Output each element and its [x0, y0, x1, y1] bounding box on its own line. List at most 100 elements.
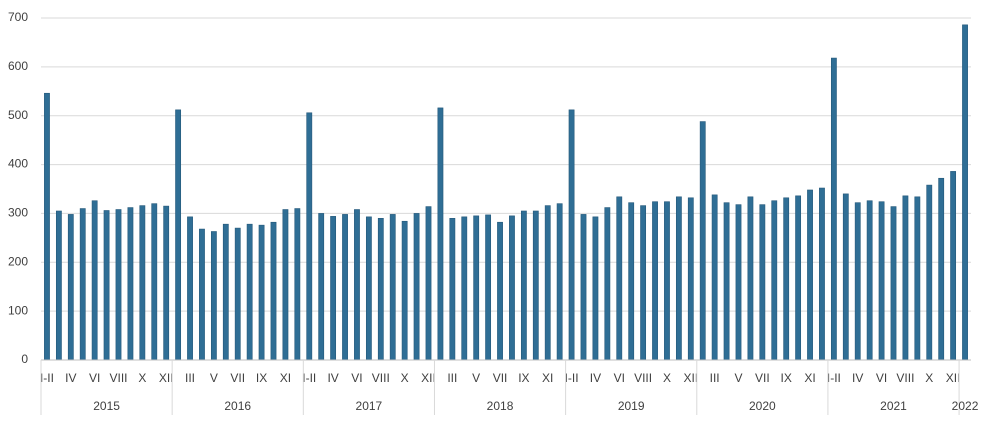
- x-tick-label: VIII: [896, 371, 914, 385]
- bar: [473, 215, 480, 361]
- bar: [497, 221, 503, 361]
- y-tick-label: 200: [8, 254, 28, 268]
- x-tick-label: I-II: [302, 371, 316, 385]
- bar: [807, 189, 813, 361]
- x-tick-label: III: [447, 371, 457, 385]
- bar: [199, 228, 205, 361]
- bar: [819, 187, 825, 361]
- bar: [890, 206, 897, 361]
- bar: [377, 218, 384, 361]
- x-tick-label: IV: [852, 371, 863, 385]
- x-tick-label: IX: [781, 371, 792, 385]
- bar: [115, 209, 122, 361]
- bar: [592, 216, 599, 361]
- bar: [187, 216, 193, 361]
- x-tick-label: XII: [159, 371, 174, 385]
- bar: [938, 177, 945, 361]
- x-tick-label: XII: [421, 371, 436, 385]
- bar: [926, 184, 933, 361]
- bar: [246, 223, 253, 361]
- x-tick-label: X: [138, 371, 146, 385]
- x-tick-label: VIII: [634, 371, 652, 385]
- bar: [139, 205, 146, 361]
- bar: [652, 201, 658, 361]
- bar: [103, 210, 110, 361]
- bar: [437, 107, 444, 361]
- bar: [318, 213, 325, 361]
- bar: [783, 197, 790, 361]
- bar: [580, 214, 587, 361]
- bar: [568, 109, 575, 361]
- bar: [175, 109, 182, 361]
- bar: [556, 203, 563, 361]
- bar: [222, 223, 229, 361]
- x-tick-label: X: [663, 371, 671, 385]
- group-label: 2019: [618, 399, 645, 413]
- x-tick-label: IX: [256, 371, 267, 385]
- bar: [854, 202, 861, 361]
- x-tick-label: VI: [89, 371, 100, 385]
- bar: [771, 200, 778, 361]
- x-tick-label: X: [925, 371, 933, 385]
- x-tick-label: XI: [804, 371, 815, 385]
- bar: [759, 204, 766, 361]
- bar: [509, 215, 515, 361]
- bar: [795, 195, 802, 361]
- group-label: 2017: [356, 399, 383, 413]
- x-tick-label: IV: [327, 371, 338, 385]
- y-tick-label: 600: [8, 59, 28, 73]
- x-tick-label: VI: [876, 371, 887, 385]
- bar: [866, 200, 873, 361]
- bar: [711, 194, 718, 361]
- x-tick-label: I-II: [40, 371, 54, 385]
- bar: [962, 24, 968, 361]
- bar: [914, 196, 921, 361]
- x-tick-label: V: [210, 371, 218, 385]
- bar: [294, 208, 301, 361]
- group-label: 2015: [93, 399, 120, 413]
- bar: [950, 171, 957, 361]
- bar: [55, 210, 62, 361]
- bar: [282, 209, 289, 361]
- bar: [640, 205, 647, 361]
- bar: [616, 196, 623, 361]
- bar: [699, 121, 706, 361]
- bar: [354, 209, 360, 361]
- y-tick-label: 400: [8, 157, 28, 171]
- bar: [604, 207, 611, 361]
- bar: [365, 216, 372, 361]
- y-tick-label: 100: [8, 303, 28, 317]
- bar: [330, 216, 337, 361]
- x-tick-label: I-II: [565, 371, 579, 385]
- x-tick-label: III: [185, 371, 195, 385]
- group-label: 2021: [880, 399, 907, 413]
- x-tick-label: VI: [351, 371, 362, 385]
- bar: [425, 206, 432, 361]
- bar: [461, 216, 468, 361]
- bar: [401, 220, 408, 361]
- group-label: 2022: [952, 399, 979, 413]
- x-tick-label: VIII: [372, 371, 390, 385]
- x-tick-label: I-II: [827, 371, 841, 385]
- x-tick-label: V: [472, 371, 480, 385]
- bar: [520, 210, 527, 361]
- bar: [878, 201, 885, 361]
- x-tick-label: IV: [590, 371, 601, 385]
- bar: [485, 214, 492, 361]
- y-tick-label: 0: [21, 352, 28, 366]
- x-tick-label: VI: [614, 371, 625, 385]
- bar: [210, 231, 217, 361]
- bar: [91, 200, 98, 361]
- bar: [67, 214, 74, 361]
- bar: [747, 196, 754, 361]
- x-tick-label: XI: [280, 371, 291, 385]
- x-tick-label: VII: [755, 371, 770, 385]
- bar: [735, 204, 742, 361]
- bar: [342, 214, 348, 361]
- x-tick-label: IX: [518, 371, 529, 385]
- bar: [532, 210, 539, 361]
- x-tick-label: XII: [683, 371, 698, 385]
- y-tick-label: 700: [8, 10, 28, 24]
- bar: [675, 196, 682, 361]
- x-tick-label: VII: [230, 371, 245, 385]
